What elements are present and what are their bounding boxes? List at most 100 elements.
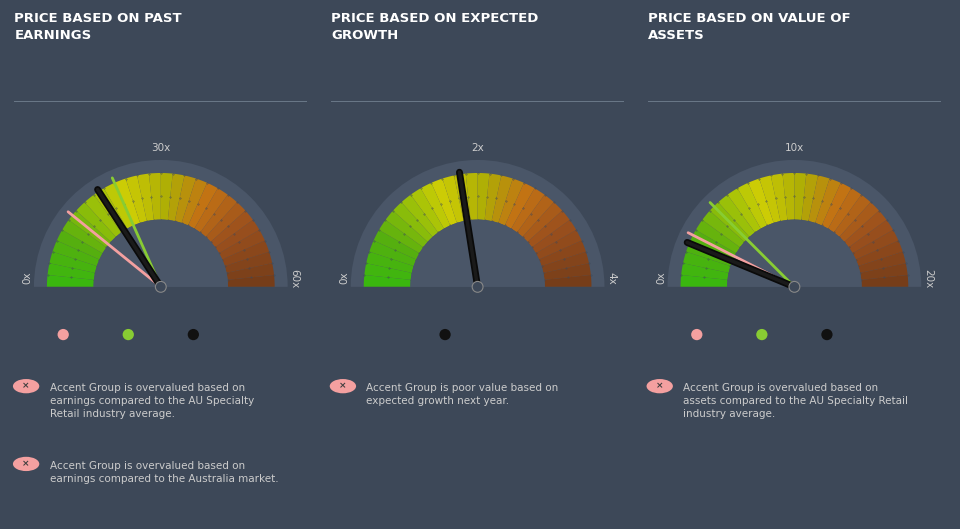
Wedge shape [370, 241, 417, 266]
Wedge shape [411, 188, 444, 232]
Text: PEG: PEG [444, 302, 472, 315]
Wedge shape [365, 263, 412, 280]
Circle shape [440, 329, 450, 340]
Wedge shape [466, 173, 477, 220]
Circle shape [34, 160, 288, 414]
Wedge shape [544, 275, 591, 287]
Wedge shape [782, 173, 795, 220]
Circle shape [188, 329, 199, 340]
Wedge shape [492, 176, 513, 223]
Wedge shape [49, 252, 97, 273]
Circle shape [646, 379, 673, 394]
Wedge shape [690, 230, 736, 260]
Wedge shape [855, 241, 902, 266]
Circle shape [667, 160, 922, 414]
Wedge shape [541, 252, 589, 273]
Text: 0x: 0x [656, 272, 666, 285]
Wedge shape [195, 188, 228, 232]
Wedge shape [69, 211, 110, 248]
Text: AX1: AX1 [837, 330, 857, 340]
Circle shape [691, 329, 703, 340]
Circle shape [789, 281, 800, 292]
Wedge shape [53, 241, 100, 266]
Circle shape [472, 281, 483, 292]
Wedge shape [522, 202, 563, 242]
Wedge shape [62, 220, 107, 253]
Wedge shape [686, 241, 733, 266]
Wedge shape [802, 174, 818, 221]
Wedge shape [31, 287, 291, 417]
Wedge shape [161, 173, 173, 220]
Text: ×: × [22, 459, 30, 469]
Text: Accent Group is poor value based on
expected growth next year.: Accent Group is poor value based on expe… [367, 383, 559, 406]
Wedge shape [364, 275, 411, 287]
Wedge shape [828, 188, 861, 232]
Wedge shape [536, 230, 582, 260]
Circle shape [156, 281, 166, 292]
Wedge shape [366, 252, 414, 273]
Wedge shape [852, 230, 899, 260]
Text: PE: PE [136, 302, 156, 315]
Wedge shape [443, 176, 464, 223]
Text: ×: × [339, 381, 347, 391]
Wedge shape [709, 202, 750, 242]
Wedge shape [93, 220, 228, 287]
Wedge shape [759, 176, 780, 223]
Wedge shape [748, 179, 774, 225]
Text: 10x: 10x [784, 143, 804, 153]
Text: AX1: AX1 [204, 330, 224, 340]
Text: Market: Market [138, 330, 174, 340]
Wedge shape [683, 252, 731, 273]
Wedge shape [225, 252, 273, 273]
Wedge shape [795, 173, 806, 220]
Circle shape [822, 329, 832, 340]
Text: 0x: 0x [22, 272, 33, 285]
Wedge shape [681, 275, 728, 287]
Wedge shape [168, 174, 184, 221]
Wedge shape [543, 263, 590, 280]
Wedge shape [188, 183, 218, 229]
Wedge shape [815, 179, 841, 225]
Wedge shape [845, 211, 886, 248]
Wedge shape [771, 174, 787, 221]
Wedge shape [727, 220, 862, 287]
Wedge shape [834, 195, 871, 237]
Wedge shape [505, 183, 535, 229]
Circle shape [756, 329, 767, 340]
Wedge shape [401, 195, 438, 237]
Wedge shape [215, 220, 259, 253]
Text: 4x: 4x [606, 272, 616, 285]
Wedge shape [703, 211, 744, 248]
Wedge shape [348, 287, 608, 417]
Circle shape [329, 379, 356, 394]
Text: 60x: 60x [289, 269, 300, 288]
Text: x: x [843, 309, 852, 325]
Text: AX1: AX1 [455, 330, 476, 340]
Wedge shape [528, 211, 569, 248]
Wedge shape [498, 179, 524, 225]
Wedge shape [149, 173, 161, 220]
Text: Accent Group is overvalued based on
assets compared to the AU Specialty Retail
i: Accent Group is overvalued based on asse… [684, 383, 908, 419]
Wedge shape [696, 220, 740, 253]
Wedge shape [205, 202, 246, 242]
Text: Industry: Industry [73, 330, 116, 340]
Text: 1.8: 1.8 [472, 289, 541, 327]
Text: ×: × [22, 381, 30, 391]
Text: PRICE BASED ON PAST
EARNINGS: PRICE BASED ON PAST EARNINGS [14, 13, 182, 42]
Wedge shape [737, 183, 767, 229]
Wedge shape [84, 195, 121, 237]
Text: Accent Group is overvalued based on
earnings compared to the AU Specialty
Retail: Accent Group is overvalued based on earn… [50, 383, 253, 419]
Wedge shape [94, 188, 127, 232]
Wedge shape [227, 263, 274, 280]
Circle shape [58, 329, 69, 340]
Wedge shape [849, 220, 893, 253]
Text: x: x [226, 309, 235, 325]
Wedge shape [512, 188, 544, 232]
Wedge shape [114, 179, 140, 225]
Wedge shape [137, 174, 154, 221]
Wedge shape [57, 230, 103, 260]
Circle shape [350, 160, 605, 414]
Wedge shape [222, 241, 269, 266]
Text: ×: × [656, 381, 663, 391]
Circle shape [123, 329, 133, 340]
